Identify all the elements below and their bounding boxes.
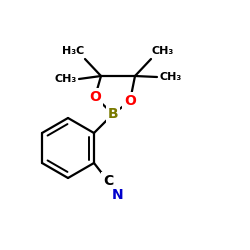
Text: B: B: [108, 107, 118, 121]
Text: H₃C: H₃C: [62, 46, 84, 56]
Text: CH₃: CH₃: [55, 74, 77, 84]
Text: CH₃: CH₃: [152, 46, 174, 56]
Text: CH₃: CH₃: [159, 72, 181, 82]
Text: C: C: [103, 174, 113, 188]
Text: N: N: [112, 188, 124, 202]
Text: O: O: [89, 90, 101, 104]
Text: O: O: [124, 94, 136, 108]
